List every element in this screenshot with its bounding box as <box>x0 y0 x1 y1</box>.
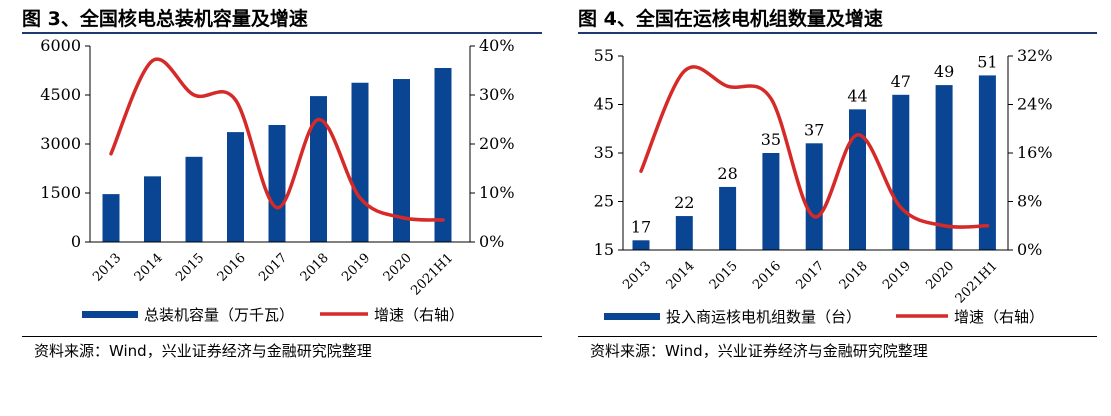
bar-data-label: 47 <box>891 72 911 91</box>
growth-line <box>639 65 990 229</box>
x-tick-label: 2018 <box>298 251 332 285</box>
bar-2013 <box>102 194 120 242</box>
x-tick-label: 2019 <box>339 251 373 285</box>
bar-2021H1 <box>978 75 996 251</box>
left-tick-label: 15 <box>594 240 614 259</box>
bar-2017 <box>805 143 823 250</box>
left-tick-label: 3000 <box>40 134 81 153</box>
units-chart: 17 22 28 35 37 44 47 49 51 15 25 35 45 55 0% 8% 16% 24% 32… <box>594 46 1053 326</box>
source-note: 资料来源：Wind，兴业证券经济与金融研究院整理 <box>590 342 928 360</box>
bar-data-label: 37 <box>804 120 824 139</box>
bar-2017 <box>268 124 286 242</box>
left-tick-label: 4500 <box>40 85 81 104</box>
bar-2019 <box>892 94 910 250</box>
left-tick-label: 0 <box>71 232 81 251</box>
right-tick-label: 30% <box>479 85 515 104</box>
legend-label-bars: 投入商运核电机组数量（台） <box>666 308 861 326</box>
bar-2014 <box>675 216 693 250</box>
bar-data-label: 22 <box>674 193 694 212</box>
x-tick-label: 2015 <box>707 259 741 293</box>
x-tick-label: 2020 <box>381 251 415 285</box>
legend-swatch-bars <box>82 311 138 318</box>
x-tick-label: 2015 <box>173 251 207 285</box>
source-note: 资料来源：Wind，兴业证券经济与金融研究院整理 <box>34 342 372 360</box>
source-rule <box>578 336 1097 337</box>
left-tick-label: 35 <box>594 143 614 162</box>
x-tick-label: 2013 <box>620 259 654 293</box>
bar-data-label: 35 <box>761 130 781 149</box>
bar-data-label: 17 <box>631 217 651 236</box>
x-tick-label: 2017 <box>256 251 290 285</box>
left-tick-label: 55 <box>594 46 614 65</box>
bar-2020 <box>393 79 410 242</box>
right-tick-label: 0% <box>1017 240 1042 259</box>
title-rule <box>578 32 1097 34</box>
left-tick-label: 25 <box>594 192 614 211</box>
legend-label-bars: 总装机容量（万千瓦） <box>144 306 294 324</box>
bar-data-label: 49 <box>934 62 954 81</box>
bar-2013 <box>632 240 650 250</box>
right-tick-label: 24% <box>1017 95 1053 114</box>
chart-panel-capacity: 图 3、全国核电总装机容量及增速 0 1500 3000 4500 6000 0% 10% 2… <box>22 8 542 360</box>
bar-2019 <box>351 82 369 242</box>
x-tick-label: 2014 <box>132 251 166 285</box>
bar-data-label: 51 <box>977 52 997 71</box>
x-tick-label: 2014 <box>664 259 698 293</box>
bar-data-label: 44 <box>847 86 867 105</box>
title-rule <box>22 32 542 34</box>
bar-2020 <box>935 85 953 250</box>
right-tick-label: 40% <box>479 36 515 55</box>
x-tick-label: 2018 <box>837 259 871 293</box>
right-tick-label: 8% <box>1017 192 1042 211</box>
x-tick-label: 2020 <box>923 259 957 293</box>
right-tick-label: 32% <box>1017 46 1053 65</box>
right-tick-label: 0% <box>479 232 504 251</box>
right-tick-label: 16% <box>1017 143 1053 162</box>
bar-2016 <box>227 132 244 242</box>
legend-label-line: 增速（右轴） <box>374 306 464 324</box>
bar-2016 <box>762 153 780 250</box>
bar-2021H1 <box>434 67 452 242</box>
legend-label-line: 增速（右轴） <box>954 308 1044 326</box>
bar-2018 <box>310 96 327 242</box>
x-tick-label: 2016 <box>750 259 784 293</box>
x-tick-label: 2019 <box>880 259 914 293</box>
x-tick-label: 2016 <box>215 251 249 285</box>
left-tick-label: 1500 <box>40 183 81 202</box>
bar-2015 <box>719 186 737 250</box>
chart-panel-units: 图 4、全国在运核电机组数量及增速 17 22 28 35 37 44 47 49 51 15 25… <box>556 0 1111 416</box>
right-tick-label: 20% <box>479 134 515 153</box>
chart-title: 图 4、全国在运核电机组数量及增速 <box>578 8 883 30</box>
x-tick-label: 2017 <box>793 259 827 293</box>
chart-title: 图 3、全国核电总装机容量及增速 <box>22 8 308 30</box>
legend-swatch-bars <box>604 313 660 320</box>
x-tick-label: 2021H1 <box>408 251 456 299</box>
growth-line <box>109 57 445 222</box>
left-tick-label: 6000 <box>40 36 81 55</box>
left-tick-label: 45 <box>594 95 614 114</box>
bar-2014 <box>144 176 161 242</box>
right-tick-label: 10% <box>479 183 515 202</box>
bar-data-label: 28 <box>717 164 737 183</box>
x-tick-label: 2021H1 <box>953 259 1001 307</box>
bar-2018 <box>849 109 866 250</box>
x-tick-label: 2013 <box>90 251 124 285</box>
source-rule <box>22 336 542 337</box>
bar-2015 <box>185 156 203 242</box>
